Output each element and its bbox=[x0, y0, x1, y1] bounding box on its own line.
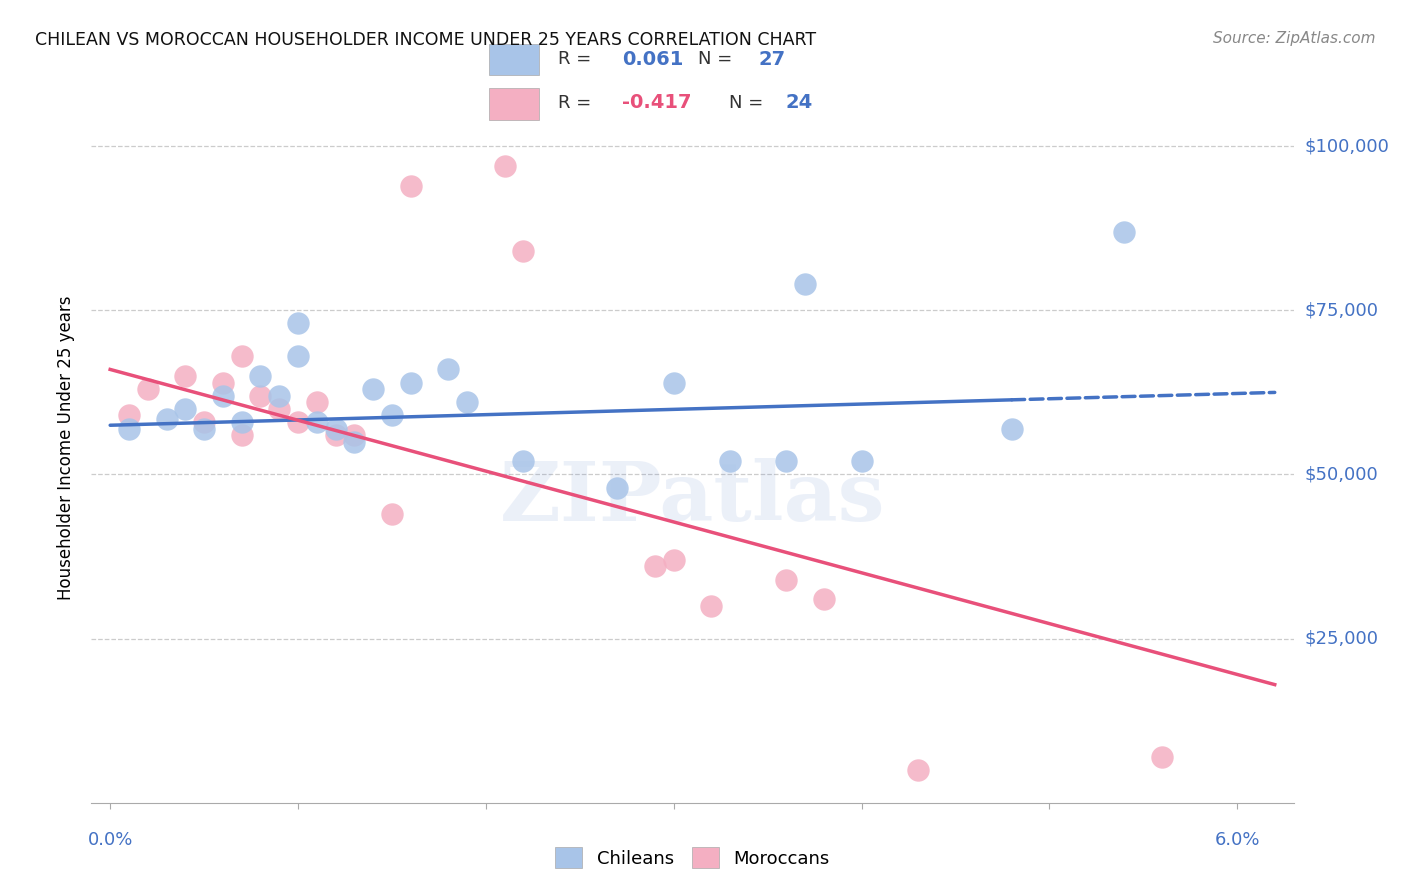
Point bbox=[494, 159, 516, 173]
Point bbox=[155, 411, 177, 425]
Point bbox=[212, 376, 235, 390]
Text: $50,000: $50,000 bbox=[1305, 466, 1378, 483]
Point bbox=[287, 317, 309, 331]
Text: CHILEAN VS MOROCCAN HOUSEHOLDER INCOME UNDER 25 YEARS CORRELATION CHART: CHILEAN VS MOROCCAN HOUSEHOLDER INCOME U… bbox=[35, 31, 817, 49]
Point bbox=[512, 454, 534, 468]
FancyBboxPatch shape bbox=[489, 88, 538, 120]
Point bbox=[662, 553, 685, 567]
Text: R =: R = bbox=[558, 94, 596, 112]
Text: $75,000: $75,000 bbox=[1305, 301, 1379, 319]
Point bbox=[381, 409, 404, 423]
Point bbox=[325, 421, 347, 435]
Point bbox=[456, 395, 478, 409]
Point bbox=[907, 763, 929, 777]
Text: -0.417: -0.417 bbox=[623, 94, 692, 112]
Point bbox=[399, 178, 422, 193]
Point bbox=[305, 395, 328, 409]
Point bbox=[249, 389, 271, 403]
Text: 0.0%: 0.0% bbox=[87, 830, 132, 848]
Point bbox=[305, 415, 328, 429]
Point bbox=[118, 421, 141, 435]
Point bbox=[249, 369, 271, 384]
Point bbox=[287, 415, 309, 429]
Point bbox=[512, 244, 534, 259]
Text: N =: N = bbox=[728, 94, 769, 112]
Point bbox=[794, 277, 817, 291]
Point bbox=[325, 428, 347, 442]
Point bbox=[118, 409, 141, 423]
Point bbox=[813, 592, 835, 607]
Point bbox=[1001, 421, 1024, 435]
Text: 6.0%: 6.0% bbox=[1215, 830, 1260, 848]
Text: 24: 24 bbox=[786, 94, 813, 112]
Point bbox=[644, 559, 666, 574]
Point bbox=[662, 376, 685, 390]
Point bbox=[343, 434, 366, 449]
Point bbox=[381, 507, 404, 521]
Point bbox=[193, 421, 215, 435]
Text: $25,000: $25,000 bbox=[1305, 630, 1379, 648]
Point bbox=[287, 349, 309, 363]
Point bbox=[174, 401, 197, 416]
Legend: Chileans, Moroccans: Chileans, Moroccans bbox=[548, 840, 837, 875]
Point bbox=[231, 349, 253, 363]
Point bbox=[775, 454, 797, 468]
Point bbox=[269, 389, 291, 403]
Point bbox=[193, 415, 215, 429]
Text: 0.061: 0.061 bbox=[623, 50, 683, 69]
Point bbox=[361, 382, 384, 396]
Text: $100,000: $100,000 bbox=[1305, 137, 1389, 155]
Point bbox=[343, 428, 366, 442]
Text: R =: R = bbox=[558, 51, 596, 69]
Point bbox=[606, 481, 628, 495]
Point bbox=[1114, 225, 1136, 239]
Point bbox=[136, 382, 159, 396]
Point bbox=[231, 415, 253, 429]
Point bbox=[851, 454, 873, 468]
Point bbox=[399, 376, 422, 390]
Point bbox=[212, 389, 235, 403]
Text: ZIPatlas: ZIPatlas bbox=[499, 458, 886, 538]
Text: N =: N = bbox=[699, 51, 738, 69]
Point bbox=[700, 599, 723, 613]
Point bbox=[269, 401, 291, 416]
FancyBboxPatch shape bbox=[489, 44, 538, 76]
Point bbox=[231, 428, 253, 442]
Text: Source: ZipAtlas.com: Source: ZipAtlas.com bbox=[1212, 31, 1375, 46]
Y-axis label: Householder Income Under 25 years: Householder Income Under 25 years bbox=[58, 296, 76, 600]
Point bbox=[775, 573, 797, 587]
Point bbox=[718, 454, 741, 468]
Text: 27: 27 bbox=[759, 50, 786, 69]
Point bbox=[437, 362, 460, 376]
Point bbox=[1150, 749, 1173, 764]
Point bbox=[174, 369, 197, 384]
